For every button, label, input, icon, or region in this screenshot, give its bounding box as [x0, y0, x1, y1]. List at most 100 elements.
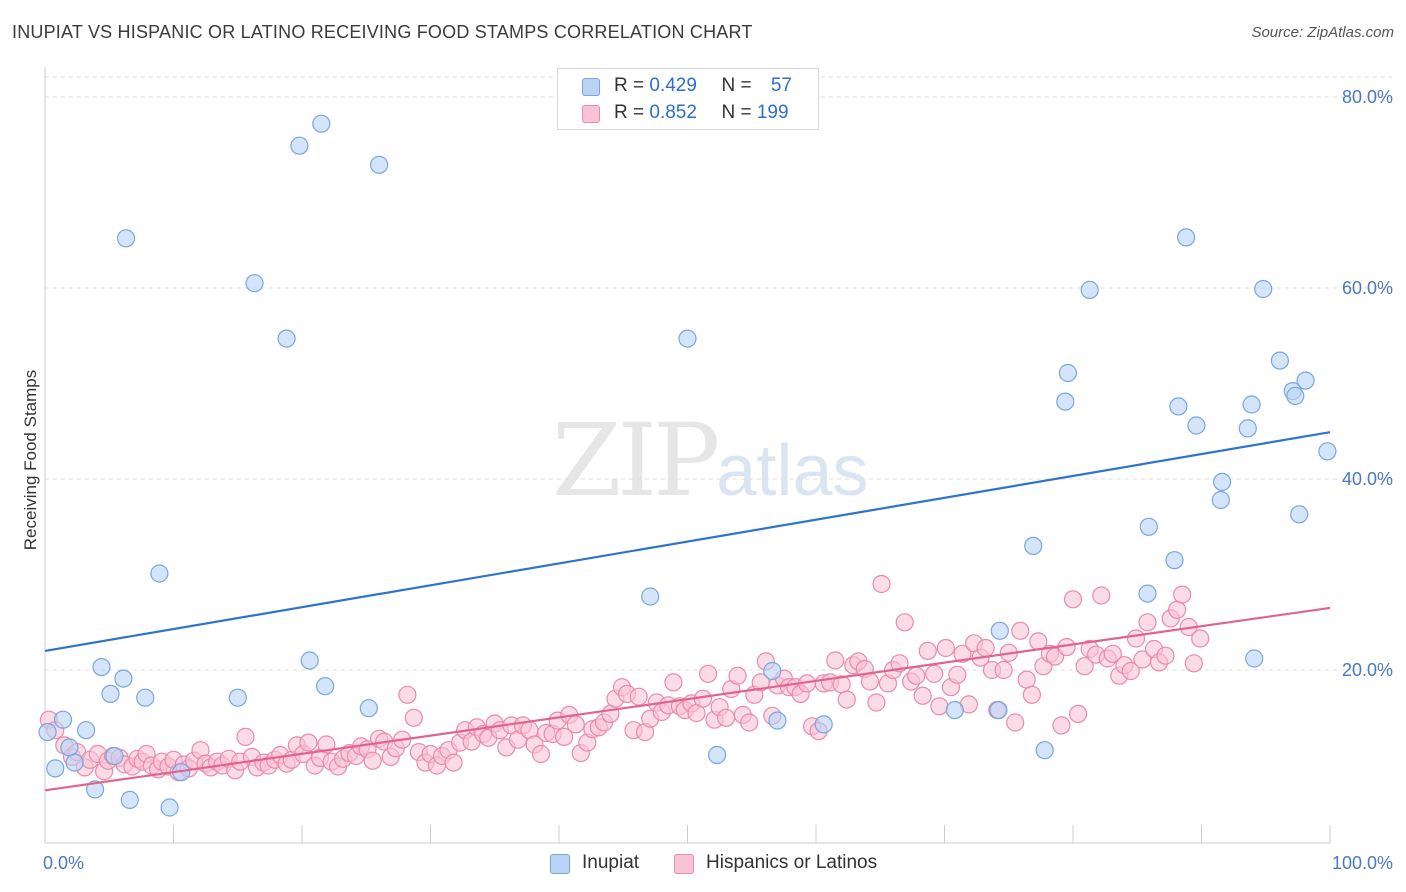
point-inupiat: [1242, 395, 1261, 414]
point-inupiat: [990, 621, 1009, 640]
point-inupiat: [678, 329, 697, 348]
point-hispanic: [1126, 629, 1146, 648]
point-inupiat: [1139, 517, 1158, 536]
point-inupiat: [228, 688, 247, 707]
legend-n-label: N =: [721, 102, 757, 123]
point-hispanic: [1063, 590, 1083, 609]
legend-r-value: 0.852: [649, 102, 697, 123]
point-inupiat: [120, 790, 139, 810]
point-hispanic: [1092, 586, 1111, 605]
point-inupiat: [38, 722, 57, 742]
legend-stats: R = 0.429 N = 57 R = 0.852 N = 199: [557, 68, 819, 130]
legend-swatch-hispanic: [582, 105, 600, 123]
point-inupiat: [1318, 442, 1337, 461]
point-hispanic: [895, 613, 914, 632]
point-hispanic: [1068, 704, 1088, 724]
point-hispanic: [976, 638, 995, 658]
point-hispanic: [1156, 646, 1175, 665]
point-inupiat: [707, 745, 727, 765]
point-hispanic: [1075, 657, 1094, 676]
legend-label-hispanic: Hispanics or Latinos: [706, 852, 878, 873]
legend-label-inupiat: Inupiat: [582, 852, 640, 873]
point-inupiat: [1169, 397, 1188, 416]
point-hispanic: [1052, 716, 1071, 735]
point-hispanic: [740, 713, 759, 732]
point-hispanic: [1103, 644, 1122, 663]
point-inupiat: [1024, 536, 1043, 556]
point-hispanic: [664, 673, 683, 692]
point-inupiat: [1187, 416, 1206, 435]
point-inupiat: [92, 657, 111, 677]
point-hispanic: [872, 574, 891, 594]
trendline-inupiat: [44, 431, 1331, 652]
point-inupiat: [300, 651, 319, 670]
point-inupiat: [101, 684, 120, 704]
point-inupiat: [76, 721, 96, 740]
legend-n-label: N =: [721, 75, 757, 96]
point-inupiat: [945, 700, 964, 720]
point-hispanic: [1191, 629, 1210, 648]
point-hispanic: [444, 753, 463, 772]
point-inupiat: [1296, 371, 1315, 390]
point-inupiat: [1176, 228, 1196, 247]
point-inupiat: [245, 274, 264, 293]
point-hispanic: [1022, 685, 1042, 704]
legend-n-value: 57: [770, 75, 792, 96]
point-inupiat: [1270, 351, 1290, 370]
point-inupiat: [60, 738, 79, 757]
point-hispanic: [936, 638, 955, 658]
legend-r-value: 0.429: [649, 75, 697, 96]
chart-title: INUPIAT VS HISPANIC OR LATINO RECEIVING …: [12, 22, 753, 42]
point-inupiat: [160, 798, 179, 817]
point-inupiat: [768, 711, 787, 730]
point-hispanic: [1167, 600, 1187, 619]
point-hispanic: [948, 665, 967, 684]
watermark: ZIPatlas: [552, 402, 868, 519]
point-hispanic: [554, 727, 574, 747]
point-inupiat: [316, 677, 335, 696]
point-inupiat: [989, 700, 1008, 720]
point-hispanic: [860, 672, 880, 691]
point-hispanic: [1017, 670, 1036, 689]
point-hispanic: [930, 697, 949, 716]
point-hispanic: [728, 666, 747, 685]
point-inupiat: [814, 715, 833, 734]
point-hispanic: [404, 708, 423, 727]
point-inupiat: [65, 753, 84, 772]
point-inupiat: [150, 564, 169, 583]
point-inupiat: [1212, 472, 1232, 491]
point-inupiat: [53, 710, 73, 729]
point-hispanic: [913, 686, 932, 705]
point-hispanic: [398, 685, 417, 704]
point-inupiat: [1035, 741, 1054, 760]
point-inupiat: [370, 155, 389, 174]
y-tick-label: 40.0%: [1342, 469, 1393, 489]
source-note: Source: ZipAtlas.com: [1251, 24, 1394, 41]
point-inupiat: [1165, 551, 1184, 570]
point-hispanic: [601, 704, 620, 724]
point-hispanic: [1184, 654, 1203, 673]
legend-r-label: R =: [614, 75, 650, 96]
legend-r-label: R =: [614, 102, 650, 123]
point-inupiat: [105, 746, 124, 766]
point-inupiat: [1286, 386, 1305, 405]
point-inupiat: [116, 229, 136, 248]
watermark-atlas: atlas: [716, 431, 869, 511]
y-tick-label: 80.0%: [1342, 87, 1393, 107]
trendline-hispanic: [44, 606, 1331, 792]
point-inupiat: [1245, 649, 1264, 668]
point-inupiat: [277, 329, 296, 348]
point-inupiat: [1138, 584, 1157, 603]
point-hispanic: [1138, 613, 1157, 632]
point-inupiat: [290, 136, 309, 155]
point-inupiat: [1211, 490, 1230, 510]
legend-swatch-hispanic: [674, 854, 694, 874]
legend-swatch-inupiat: [582, 78, 600, 96]
point-inupiat: [1058, 363, 1078, 383]
y-axis-label: Receiving Food Stamps: [21, 370, 40, 550]
point-inupiat: [85, 780, 105, 799]
point-hispanic: [925, 664, 944, 683]
point-hispanic: [1011, 621, 1030, 640]
point-inupiat: [1238, 419, 1257, 438]
point-hispanic: [531, 744, 551, 764]
